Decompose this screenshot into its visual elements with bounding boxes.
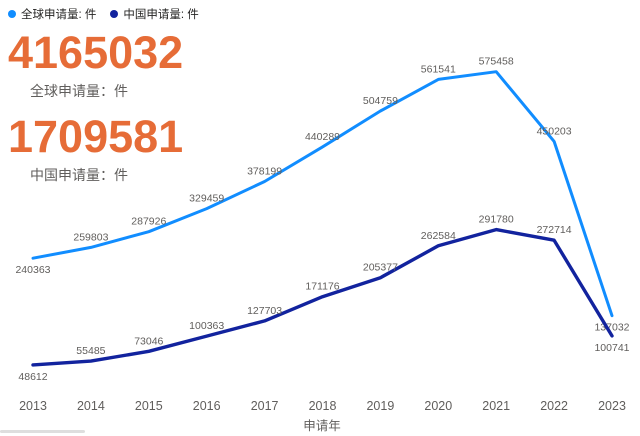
data-label: 137032 (594, 322, 629, 334)
x-axis-tick: 2020 (424, 399, 452, 413)
x-axis-tick: 2019 (366, 399, 394, 413)
x-axis-tick: 2013 (19, 399, 47, 413)
kpi-label-china: 中国申请量：件 (30, 167, 128, 183)
horizontal-scrollbar[interactable] (0, 430, 85, 433)
data-label: 100741 (594, 342, 629, 354)
legend-label-china: 中国申请量: 件 (123, 9, 199, 21)
x-axis-tick: 2014 (77, 399, 105, 413)
legend-dot-china-icon (110, 10, 119, 18)
data-label: 329459 (189, 193, 224, 205)
x-axis-tick: 2023 (598, 399, 626, 413)
data-label: 378199 (247, 166, 282, 178)
x-axis-tick: 2017 (251, 399, 279, 413)
x-axis-tick: 2015 (135, 399, 163, 413)
data-label: 48612 (18, 371, 47, 383)
data-label: 73046 (134, 335, 163, 347)
kpi-card-china: 1709581 中国申请量：件 (8, 114, 183, 185)
kpi-value-china: 1709581 (8, 111, 184, 162)
legend-item-china[interactable]: 中国申请量: 件 (110, 6, 199, 22)
kpi-card-global: 4165032 全球申请量：件 (8, 30, 183, 101)
x-axis-tick: 2016 (193, 399, 221, 413)
x-axis-title: 申请年 (303, 419, 341, 433)
legend-label-global: 全球申请量: 件 (21, 9, 97, 21)
data-label: 259803 (73, 231, 108, 243)
data-label: 100363 (189, 320, 224, 332)
data-label: 127703 (247, 305, 282, 317)
data-label: 205377 (363, 262, 398, 274)
kpi-label-global: 全球申请量：件 (30, 83, 128, 99)
series-line-china[interactable] (31, 227, 614, 367)
data-label: 291780 (479, 214, 514, 226)
legend-dot-global-icon (8, 10, 16, 18)
data-label: 504759 (363, 95, 398, 107)
data-label: 272714 (537, 224, 572, 236)
kpi-value-global: 4165032 (8, 27, 184, 78)
data-label: 575458 (479, 56, 514, 68)
data-label: 287926 (131, 216, 166, 228)
data-label: 171176 (305, 281, 339, 293)
data-label: 450203 (537, 125, 572, 137)
chart-legend: 全球申请量: 件 中国申请量: 件 (8, 6, 199, 22)
data-label: 240363 (15, 264, 50, 276)
x-axis-tick: 2022 (540, 399, 568, 413)
data-label: 561541 (421, 63, 456, 75)
legend-item-global[interactable]: 全球申请量: 件 (8, 6, 96, 22)
data-label: 440289 (305, 131, 340, 143)
series-line-global[interactable] (31, 70, 614, 318)
x-axis-tick: 2018 (309, 399, 337, 413)
data-label: 262584 (421, 230, 456, 242)
x-axis-tick: 2021 (482, 399, 510, 413)
data-label: 55485 (76, 345, 105, 357)
